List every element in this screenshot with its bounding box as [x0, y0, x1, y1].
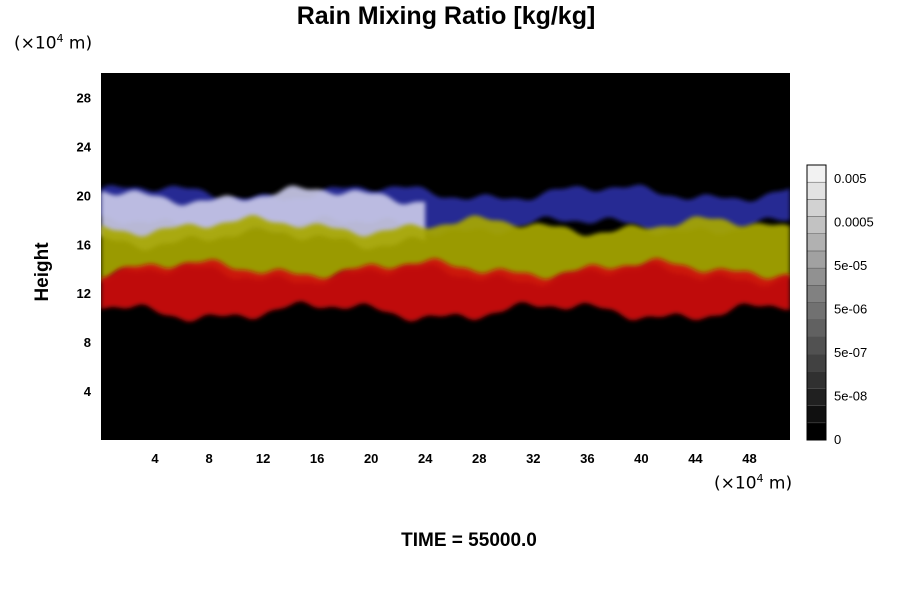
x-tick-label: 44	[688, 451, 703, 466]
x-tick-label: 8	[205, 451, 212, 466]
x-axis-ticks: 4 8 12 16 20 24 28 32 36 40 44 48	[151, 451, 756, 466]
colorbar-label: 5e-07	[834, 345, 867, 360]
x-axis-unit: (×104 m)	[714, 472, 793, 494]
colorbar-frame	[806, 164, 827, 441]
colorbar-swatch	[806, 285, 827, 303]
x-tick-label: 20	[364, 451, 378, 466]
colorbar-swatch	[806, 319, 827, 338]
y-tick-label: 4	[84, 384, 92, 399]
y-axis-ticks: 4 8 12 16 20 24 28	[77, 90, 92, 399]
x-tick-label: 48	[742, 451, 756, 466]
x-tick-label: 24	[418, 451, 433, 466]
colorbar-swatch	[806, 302, 827, 320]
x-tick-label: 32	[526, 451, 540, 466]
x-tick-label: 28	[472, 451, 486, 466]
time-label: TIME = 55000.0	[401, 530, 537, 551]
colorbar-label: 5e-06	[834, 302, 867, 317]
y-tick-label: 24	[77, 139, 92, 154]
y-axis-unit: (×104 m)	[14, 32, 93, 54]
colorbar-swatch	[806, 405, 827, 424]
x-tick-label: 40	[634, 451, 648, 466]
colorbar-swatch	[806, 199, 827, 217]
rain-field	[101, 184, 790, 322]
field-band-3	[101, 258, 790, 322]
colorbar-label: 0.005	[834, 171, 867, 186]
colorbar-swatch	[806, 388, 827, 406]
y-tick-label: 8	[84, 335, 91, 350]
colorbar-swatch	[806, 371, 827, 389]
y-tick-label: 16	[77, 237, 91, 252]
colorbar-swatch	[806, 353, 827, 372]
y-tick-label: 28	[77, 90, 91, 105]
colorbar-label: 0	[834, 432, 841, 447]
x-tick-label: 4	[151, 451, 159, 466]
colorbar-swatch	[806, 233, 827, 252]
colorbar-swatch	[806, 181, 827, 200]
colorbar-label: 5e-05	[834, 258, 867, 273]
colorbar-label: 0.0005	[834, 215, 874, 230]
colorbar-swatch	[806, 164, 827, 183]
y-tick-label: 12	[77, 286, 91, 301]
y-tick-label: 20	[77, 188, 91, 203]
x-tick-label: 12	[256, 451, 270, 466]
colorbar-label: 5e-08	[834, 389, 867, 404]
colorbar-swatch	[806, 422, 827, 441]
x-tick-label: 36	[580, 451, 594, 466]
colorbar-swatch	[806, 267, 827, 286]
colorbar-swatch	[806, 250, 827, 269]
colorbar-swatch	[806, 336, 827, 355]
colorbar: 0.005 0.0005 5e-05 5e-06 5e-07 5e-08 0	[806, 164, 874, 447]
colorbar-swatch	[806, 216, 827, 234]
x-tick-label: 16	[310, 451, 324, 466]
chart-title: Rain Mixing Ratio [kg/kg]	[296, 2, 596, 30]
